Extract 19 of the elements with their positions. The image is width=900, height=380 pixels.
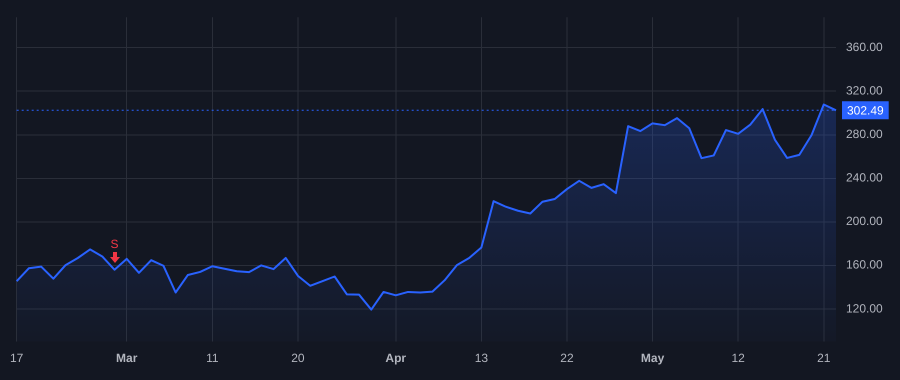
y-tick-label: 160.00	[846, 258, 884, 272]
x-tick-label: 12	[731, 351, 746, 366]
x-tick-label: 20	[291, 351, 305, 366]
annotation: S	[110, 237, 119, 252]
x-tick-label: 11	[206, 351, 219, 366]
x-tick-label: May	[640, 351, 665, 366]
x-tick-label: 21	[817, 351, 831, 366]
ref-line-label: 302.49	[847, 104, 884, 118]
x-tick-label: Apr	[385, 351, 406, 366]
y-tick-label: 320.00	[846, 84, 884, 98]
y-tick-label: 240.00	[846, 170, 884, 185]
y-tick-label: 360.00	[846, 40, 884, 54]
y-tick-label: 120.00	[846, 301, 884, 316]
x-tick-label: 13	[474, 351, 488, 366]
x-tick-label: 17	[10, 351, 24, 366]
y-tick-label: 280.00	[846, 127, 884, 142]
x-tick-label: 22	[560, 351, 574, 366]
x-tick-label: Mar	[116, 351, 138, 366]
y-tick-label: 200.00	[846, 214, 884, 228]
